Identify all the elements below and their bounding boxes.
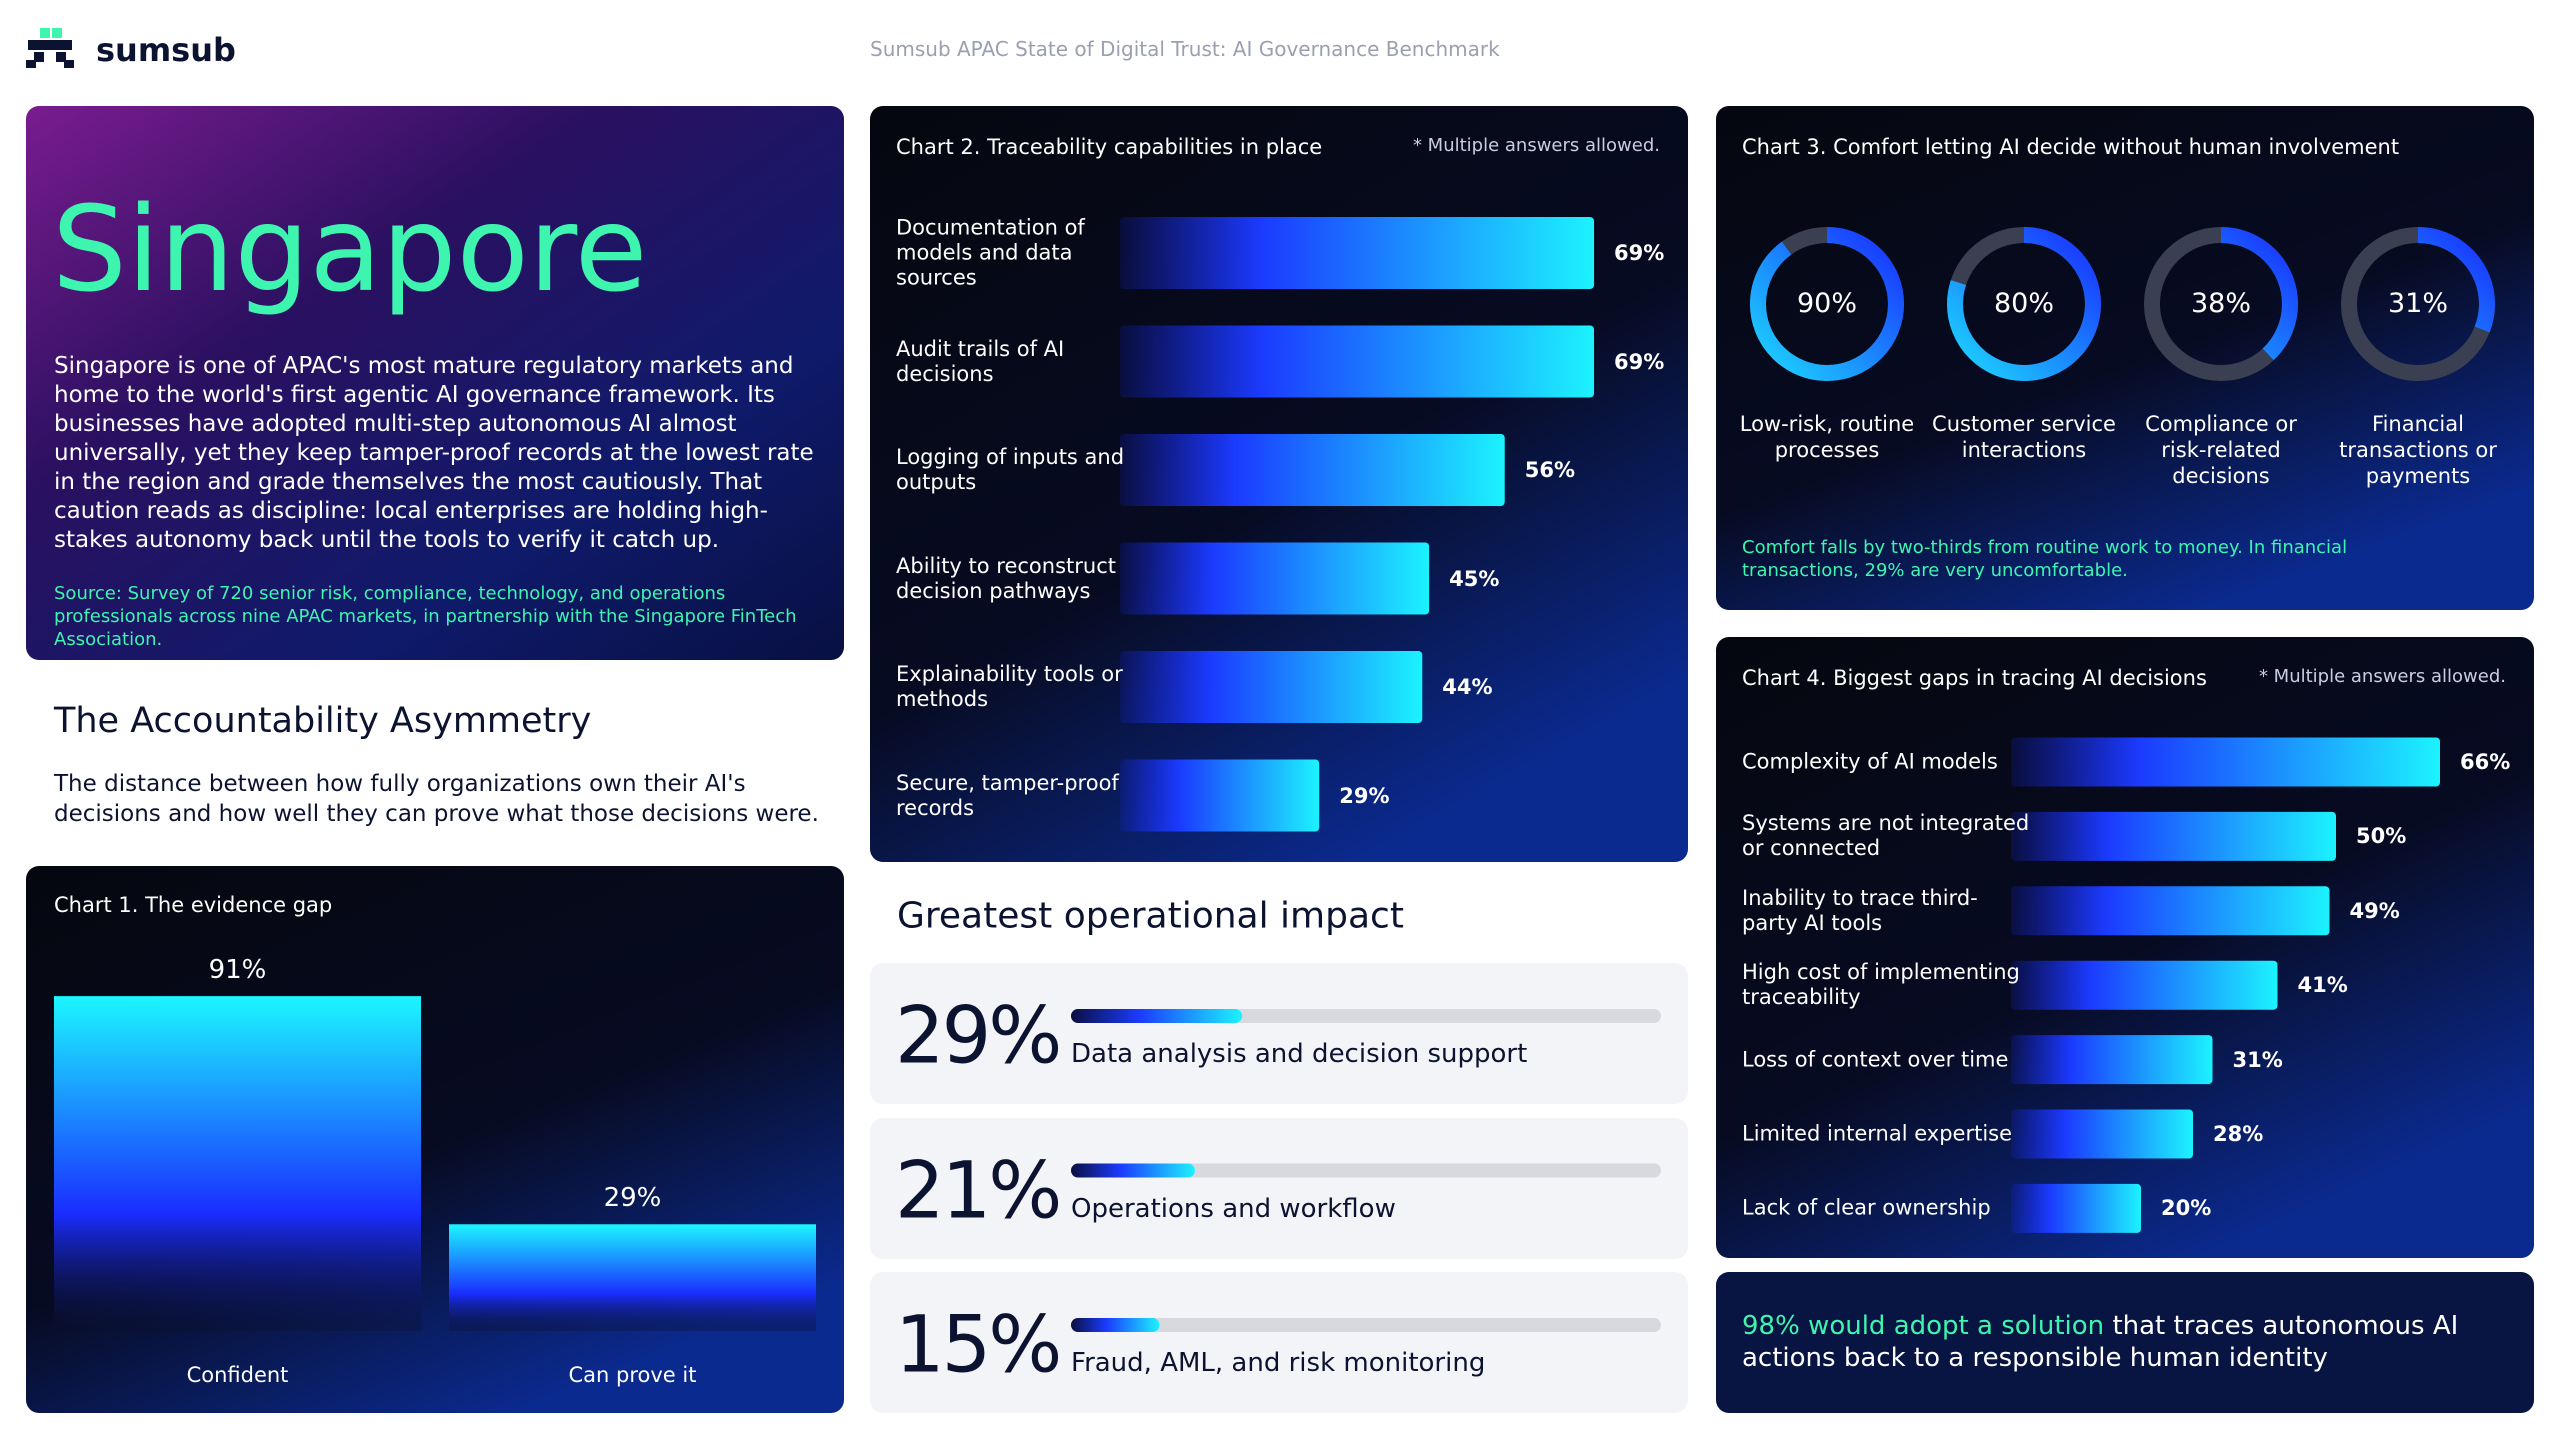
chart-title: Greatest operational impact — [897, 895, 1404, 937]
bar — [2011, 1183, 2141, 1233]
category-label: High cost of implementing traceability — [1742, 960, 2020, 1010]
bar — [1120, 542, 1430, 615]
value-label: 29% — [895, 991, 1062, 1082]
category-label: Complexity of AI models — [1742, 749, 1998, 774]
donut-arc — [1947, 227, 2101, 381]
progress-bar — [1071, 1318, 1160, 1332]
bar — [1120, 217, 1595, 289]
value-label: 28% — [2213, 1121, 2264, 1146]
category-label: Documentation of models and data sources — [896, 215, 1085, 290]
value-label: 80% — [1993, 288, 2054, 320]
bar — [2011, 737, 2440, 787]
chart-title: Chart 3. Comfort letting AI decide witho… — [1742, 134, 2400, 159]
bar — [2011, 886, 2330, 936]
category-label: Lack of clear ownership — [1742, 1195, 1991, 1220]
value-label: 56% — [1524, 457, 1575, 482]
value-label: 90% — [1796, 288, 1857, 320]
intro-body: Singapore is one of APAC's most mature r… — [54, 353, 814, 553]
header-subtitle: Sumsub APAC State of Digital Trust: AI G… — [870, 37, 1500, 61]
value-label: 31% — [2387, 288, 2448, 320]
category-label: Inability to trace third-party AI tools — [1742, 885, 1978, 935]
category-label: Operations and workflow — [1071, 1193, 1396, 1224]
donut-arc — [1750, 227, 1904, 381]
chart-note: Comfort falls by two-thirds from routine… — [1742, 537, 2348, 581]
chart-note: * Multiple answers allowed. — [2258, 665, 2506, 687]
category-label: Logging of inputs and outputs — [896, 445, 1125, 494]
value-label: 21% — [895, 1145, 1062, 1236]
bar — [1120, 325, 1595, 398]
category-label: Ability to reconstruct decision pathways — [896, 553, 1116, 603]
value-label: 31% — [2232, 1047, 2283, 1072]
value-label: 20% — [2161, 1196, 2212, 1221]
value-label: 69% — [1614, 349, 1665, 374]
value-label: 66% — [2460, 749, 2511, 774]
category-label: Limited internal expertise — [1742, 1121, 2013, 1146]
category-label: Fraud, AML, and risk monitoring — [1071, 1347, 1486, 1378]
category-label: Audit trails of AI decisions — [896, 336, 1065, 386]
category-label: Financial transactions or payments — [2339, 412, 2497, 488]
value-label: 15% — [895, 1300, 1062, 1391]
bar — [1120, 434, 1505, 506]
value-label: 44% — [1442, 674, 1493, 699]
logo-icon — [26, 28, 74, 68]
progress-track — [1071, 1163, 1661, 1178]
value-label: 49% — [2349, 898, 2400, 923]
progress-bar — [1071, 1009, 1243, 1023]
value-label: 29% — [1339, 783, 1390, 808]
section-title: The Accountability Asymmetry — [54, 701, 592, 741]
donut-arc — [2144, 227, 2298, 381]
chart-title: Chart 4. Biggest gaps in tracing AI deci… — [1742, 665, 2207, 690]
value-label: 69% — [1614, 240, 1665, 265]
callout-panel — [1716, 1272, 2534, 1413]
chart4-panel — [1716, 637, 2534, 1258]
value-label: 50% — [2356, 824, 2407, 849]
impact-card — [870, 963, 1688, 1104]
chart-note: * Multiple answers allowed. — [1412, 134, 1660, 156]
intro-title: Singapore — [52, 180, 648, 318]
chart-title: Chart 2. Traceability capabilities in pl… — [896, 134, 1323, 159]
category-label: Data analysis and decision support — [1071, 1038, 1528, 1069]
category-label: Compliance or risk-related decisions — [2145, 412, 2297, 488]
logo-text: sumsub — [96, 31, 236, 69]
bar — [449, 1224, 816, 1331]
bar — [2011, 960, 2278, 1010]
impact-card — [870, 1118, 1688, 1259]
bar — [1120, 651, 1423, 723]
value-label: 91% — [208, 954, 267, 985]
progress-track — [1071, 1318, 1661, 1332]
category-label: Secure, tamper-proof records — [896, 770, 1119, 820]
value-label: 38% — [2190, 288, 2251, 320]
category-label: Explainability tools or methods — [896, 662, 1123, 711]
bar — [1120, 759, 1320, 832]
category-label: Can prove it — [568, 1362, 697, 1387]
bar — [2011, 1109, 2193, 1159]
donut-arc — [2341, 227, 2495, 381]
chart3-panel — [1716, 106, 2534, 610]
intro-source: Source: Survey of 720 senior risk, compl… — [54, 583, 797, 650]
section-body: The distance between how fully organizat… — [54, 771, 819, 827]
category-label: Confident — [186, 1362, 289, 1387]
bar — [2011, 811, 2336, 861]
callout-highlight: 98% would adopt a solution — [1742, 1311, 2105, 1341]
progress-bar — [1071, 1163, 1195, 1178]
category-label: Customer service interactions — [1932, 412, 2116, 462]
category-label: Low-risk, routine processes — [1739, 412, 1915, 462]
callout: 98% would adopt a solution that traces a… — [1742, 1310, 2512, 1374]
callout-text: that traces autonomous AI actions back t… — [1742, 1311, 2459, 1373]
value-label: 41% — [2297, 973, 2348, 998]
category-label: Loss of context over time — [1742, 1047, 2009, 1072]
chart-title: Chart 1. The evidence gap — [54, 892, 333, 917]
impact-card — [870, 1272, 1688, 1413]
category-label: Systems are not integrated or connected — [1742, 811, 2030, 861]
intro-panel — [26, 106, 844, 660]
bar — [54, 996, 421, 1331]
value-label: 29% — [603, 1183, 662, 1214]
value-label: 45% — [1449, 566, 1500, 591]
bar — [2011, 1035, 2213, 1085]
